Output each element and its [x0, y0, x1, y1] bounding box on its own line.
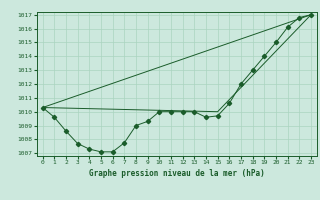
- X-axis label: Graphe pression niveau de la mer (hPa): Graphe pression niveau de la mer (hPa): [89, 169, 265, 178]
